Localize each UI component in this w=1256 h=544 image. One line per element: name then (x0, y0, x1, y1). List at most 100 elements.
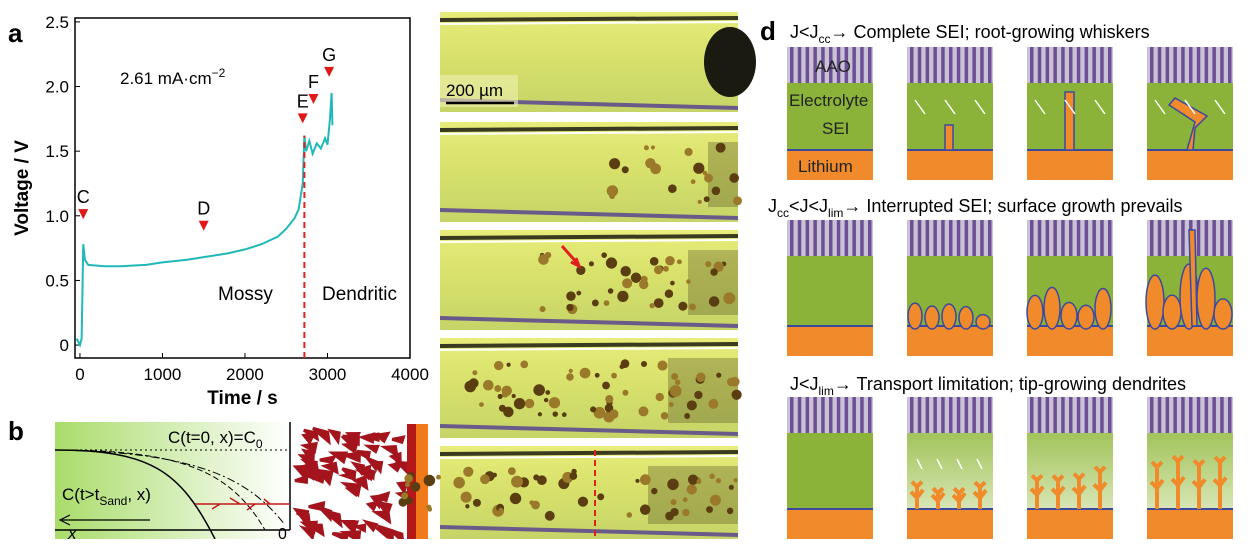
eq-tail: , x) (127, 485, 151, 504)
aao-pore (845, 220, 849, 256)
lithium (1027, 326, 1113, 356)
deposit (667, 479, 678, 490)
deposit (644, 145, 649, 150)
deposit (657, 360, 667, 370)
deposit (732, 390, 742, 400)
deposit (549, 397, 560, 408)
aao-pore (1053, 397, 1057, 433)
aao-pore (1100, 220, 1104, 256)
deposit (545, 390, 550, 395)
x-tick-label: 0 (75, 365, 84, 384)
aao-pore (1212, 47, 1216, 83)
deposit (426, 505, 431, 510)
aao-pore (926, 397, 930, 433)
deposit (605, 395, 613, 403)
aao-pore (806, 397, 810, 433)
deposit (562, 412, 567, 417)
aao-pore (972, 47, 976, 83)
aao-pore (1077, 47, 1081, 83)
aao-pore (1046, 220, 1050, 256)
aao-pore (972, 397, 976, 433)
deposit (483, 380, 494, 391)
x-tick-label: 1000 (144, 365, 182, 384)
deposit (424, 475, 435, 486)
deposit (569, 472, 577, 480)
aao-pore (829, 397, 833, 433)
aao-pore (988, 47, 992, 83)
lithium (1147, 326, 1233, 356)
deposit (533, 474, 539, 480)
aao-pore (1092, 47, 1096, 83)
axis-label: x (67, 524, 77, 539)
lithium (907, 326, 993, 356)
x-tick-label: 4000 (391, 365, 429, 384)
marker-label: F (308, 72, 319, 92)
whisker (945, 125, 953, 150)
deposit (511, 476, 523, 488)
deposit (538, 254, 549, 265)
deposit (525, 399, 535, 409)
mossy-growth (1061, 302, 1077, 329)
aao-pore (1150, 47, 1154, 83)
voltage-line (77, 93, 333, 345)
aao-pore (1189, 397, 1193, 433)
aao-pore (980, 397, 984, 433)
aao-pore (1205, 47, 1209, 83)
aao-pore (790, 47, 794, 83)
deposit (703, 171, 708, 176)
aao-pore (1092, 397, 1096, 433)
deposit (671, 499, 677, 505)
aao-pore (1100, 397, 1104, 433)
marker (308, 94, 318, 104)
schematic-label: AAO (815, 57, 851, 76)
lithium (1027, 150, 1113, 180)
aao-pore (1189, 47, 1193, 83)
deposit (453, 477, 465, 489)
aao-pore (926, 47, 930, 83)
axis-label: 0 (278, 526, 287, 539)
aao-pore (1181, 47, 1185, 83)
deposit (677, 259, 682, 264)
panel-label: a (8, 18, 23, 48)
deposit (622, 390, 628, 396)
deposit (705, 261, 711, 267)
mossy-growth (1146, 275, 1164, 329)
deposit (696, 372, 706, 382)
deposit (696, 479, 701, 484)
capillary-wall (440, 452, 738, 454)
aao-pore (1092, 220, 1096, 256)
aao-pore (1150, 220, 1154, 256)
deposit (622, 278, 632, 288)
capillary-wall (440, 128, 738, 130)
deposit (461, 492, 472, 503)
deposit (733, 478, 737, 482)
marker (78, 209, 88, 219)
deposit (730, 377, 740, 387)
title-sub: lim (828, 206, 843, 220)
deposit (656, 393, 664, 401)
deposit (479, 402, 484, 407)
deposit (635, 479, 639, 483)
deposit (665, 512, 674, 521)
eq-main: C(t>t (62, 485, 100, 504)
aao-pore (868, 47, 872, 83)
aao-pore (1173, 220, 1177, 256)
aao-pore (1069, 47, 1073, 83)
x-tick-label: 3000 (309, 365, 347, 384)
panel-label: d (760, 16, 776, 46)
deposit (529, 500, 534, 505)
aao-pore (1181, 397, 1185, 433)
aao-pore (868, 220, 872, 256)
deposit (602, 382, 610, 390)
aao-pore (845, 397, 849, 433)
deposit (606, 257, 617, 268)
aao-pore (1166, 220, 1170, 256)
lithium (1147, 509, 1233, 539)
deposit (566, 373, 574, 381)
aao-pore (1228, 397, 1232, 433)
mossy-growth (1197, 268, 1215, 329)
lithium (704, 27, 756, 97)
micrograph (440, 122, 738, 222)
aao-pore (988, 397, 992, 433)
marker (324, 67, 334, 77)
